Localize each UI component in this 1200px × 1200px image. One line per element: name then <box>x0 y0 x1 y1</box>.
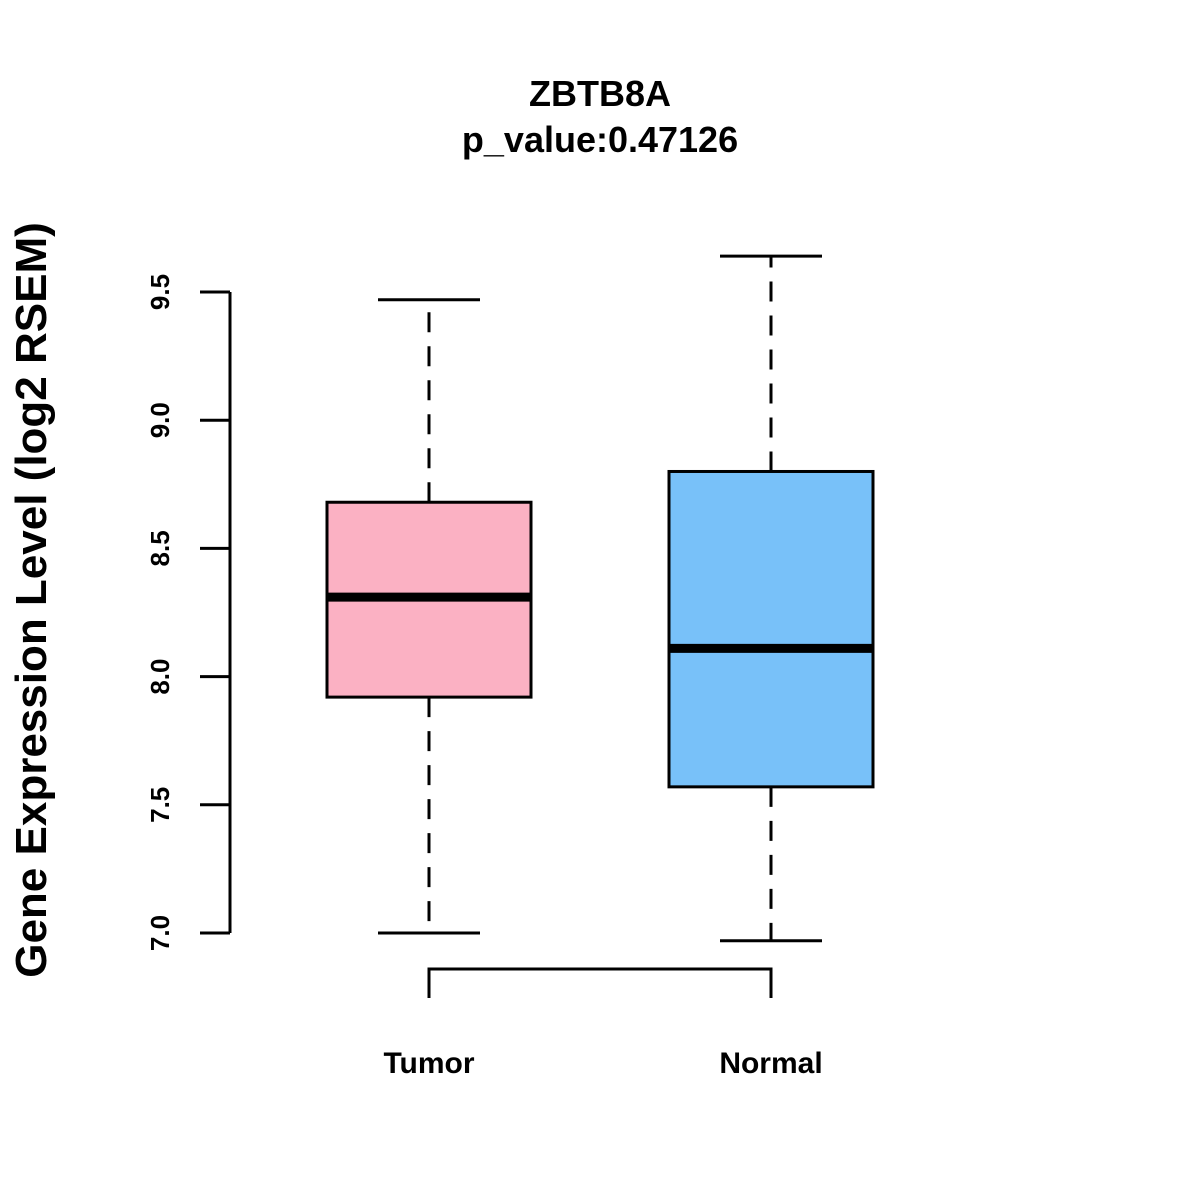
bracket-line <box>427 967 773 998</box>
y-tick-label: 8.0 <box>145 659 175 695</box>
y-tick-label: 8.5 <box>145 530 175 566</box>
boxes-group <box>325 254 875 943</box>
y-axis-label: Gene Expression Level (log2 RSEM) <box>7 222 56 978</box>
y-tick-label: 9.5 <box>145 274 175 310</box>
x-category-label: Normal <box>719 1047 822 1080</box>
y-tick-label: 9.0 <box>145 402 175 438</box>
y-axis: 7.0 7.5 8.0 8.5 9.0 9.5 <box>145 274 232 951</box>
y-tick-label: 7.0 <box>145 915 175 951</box>
y-tick-label: 7.5 <box>145 787 175 823</box>
box-normal <box>667 254 875 943</box>
iqr-box <box>667 469 875 789</box>
x-category-label: Tumor <box>383 1047 474 1080</box>
comparison-bracket <box>427 967 773 998</box>
x-axis-labels: Tumor Normal <box>383 1047 822 1080</box>
chart-title: ZBTB8A <box>529 73 671 114</box>
chart-subtitle: p_value:0.47126 <box>462 119 738 160</box>
box-tumor <box>325 298 533 935</box>
